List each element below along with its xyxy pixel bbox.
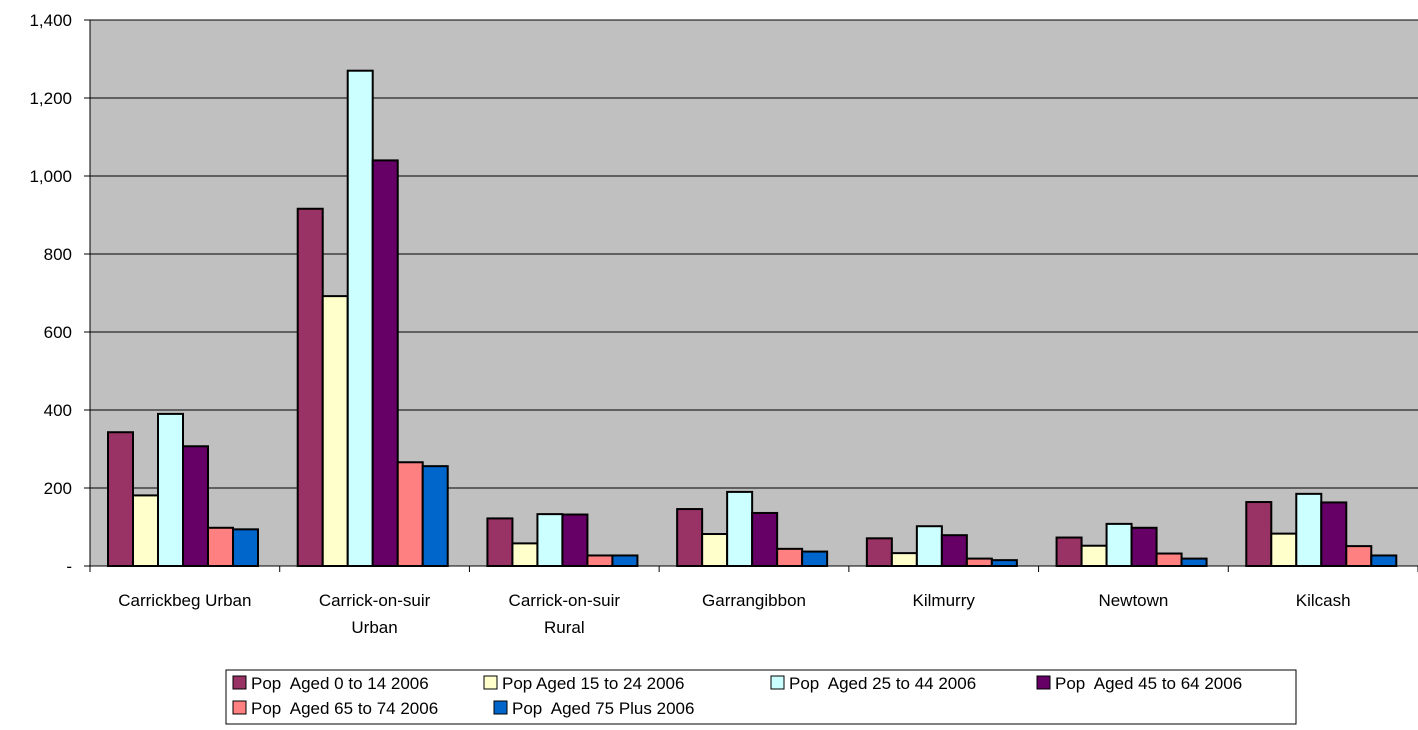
bar [321,295,349,567]
x-axis-category-labels: Carrickbeg Urban Carrick-on-suir Urban Carr… [118,591,1350,637]
legend-swatch [232,700,247,715]
bar [511,542,539,568]
legend-label: Pop Aged 65 to 74 2006 [251,699,438,718]
x-category-label: Garrangibbon [702,591,806,610]
y-tick-label: 800 [44,245,72,264]
plot-area [90,20,1418,566]
bar [1180,557,1208,568]
x-category-label: Carrick-on-suir [509,591,621,610]
y-tick-label: 1,000 [29,167,72,186]
bar [890,552,918,568]
bar [1080,544,1108,567]
bar [486,517,514,567]
bar [182,445,209,567]
bar [107,431,134,568]
x-category-label: Rural [544,618,585,637]
bar [561,513,589,568]
y-tick-label: - [66,557,72,576]
legend-label: Pop Aged 0 to 14 2006 [251,674,429,693]
x-category-label: Newtown [1098,591,1168,610]
bar [801,550,829,568]
bar [940,534,968,568]
y-tick-label: 200 [44,479,72,498]
bar [1155,552,1183,568]
legend-label: Pop Aged 75 Plus 2006 [512,699,694,718]
bar [346,69,374,567]
bar [1105,522,1133,568]
x-category-label: Kilcash [1296,591,1351,610]
bar [865,537,893,567]
bar [611,554,639,567]
bar [1345,545,1373,567]
bar [132,494,159,567]
bar [776,547,804,568]
y-tick-label: 600 [44,323,72,342]
legend-swatch [483,675,498,690]
bar [207,526,234,568]
legend: Pop Aged 0 to 14 2006 Pop Aged 15 to 24 2… [225,669,1297,725]
bar [396,461,424,568]
x-category-label: Carrickbeg Urban [118,591,251,610]
bar [1245,501,1273,568]
bar [701,533,729,568]
bar [1320,501,1348,567]
bar [296,207,324,567]
bar [965,557,993,568]
bar [232,528,259,568]
legend-box [225,669,1297,725]
x-category-label: Urban [351,618,397,637]
bar [990,559,1018,568]
legend-swatch [770,675,785,690]
y-tick-label: 1,400 [29,11,72,30]
bar [1055,536,1083,568]
y-tick-label: 400 [44,401,72,420]
bars [107,69,1398,568]
legend-swatch [493,700,508,715]
bar [1270,532,1298,568]
legend-swatch [232,675,247,690]
bar [915,525,943,567]
x-category-label: Carrick-on-suir [319,591,431,610]
bar [1130,526,1158,568]
axes [84,19,1418,572]
bar [586,554,614,567]
bar [676,508,704,567]
legend-swatch [1036,675,1051,690]
y-tick-label: 1,200 [29,89,72,108]
bar [421,465,449,567]
bar [751,511,779,568]
legend-label: Pop Aged 25 to 44 2006 [789,674,976,693]
bar [157,412,184,567]
bar [1370,554,1398,567]
bar [1295,492,1323,568]
bar [726,490,754,567]
y-axis-tick-labels: - 200 400 600 800 1,000 1,200 1,400 [29,11,72,576]
bar [536,513,564,568]
bar [371,159,399,567]
legend-label: Pop Aged 15 to 24 2006 [502,674,684,693]
x-category-label: Kilmurry [913,591,976,610]
legend-label: Pop Aged 45 to 64 2006 [1055,674,1242,693]
